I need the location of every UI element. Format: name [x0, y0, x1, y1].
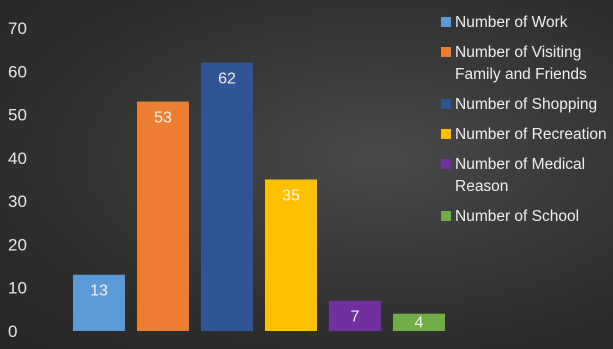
- legend-item: Number of School: [441, 206, 611, 228]
- bar: [393, 313, 445, 331]
- y-tick-label: 30: [8, 192, 27, 211]
- bar: [201, 62, 253, 331]
- y-tick-label: 40: [8, 149, 27, 168]
- legend-item: Number of Recreation: [441, 124, 611, 146]
- legend-label: Number of Medical Reason: [455, 156, 586, 195]
- legend-item: Number of Medical Reason: [441, 154, 611, 198]
- legend-swatch: [441, 129, 451, 139]
- legend-swatch: [441, 99, 451, 109]
- data-label: 7: [351, 309, 360, 326]
- legend-item: Number of Shopping: [441, 94, 611, 116]
- data-label: 13: [90, 283, 108, 300]
- legend-label: Number of Shopping: [455, 96, 598, 113]
- y-tick-label: 50: [8, 106, 27, 125]
- bar: [265, 179, 317, 331]
- data-label: 35: [282, 188, 300, 205]
- legend-swatch: [441, 47, 451, 57]
- y-tick-label: 60: [8, 62, 27, 81]
- bar: [73, 274, 125, 331]
- bar: [329, 300, 381, 331]
- y-tick-label: 70: [8, 19, 27, 38]
- data-label: 53: [154, 110, 172, 127]
- legend-label: Number of School: [455, 208, 580, 225]
- legend-swatch: [441, 17, 451, 27]
- chart-legend: Number of Work Number of Visiting Family …: [441, 12, 611, 236]
- y-tick-label: 10: [8, 279, 27, 298]
- legend-item: Number of Visiting Family and Friends: [441, 42, 611, 86]
- legend-swatch: [441, 159, 451, 169]
- legend-item: Number of Work: [441, 12, 611, 34]
- bar: [137, 101, 189, 331]
- data-label: 62: [218, 71, 236, 88]
- data-label: 4: [415, 315, 424, 332]
- legend-label: Number of Work: [455, 14, 568, 31]
- legend-swatch: [441, 211, 451, 221]
- y-tick-label: 20: [8, 235, 27, 254]
- legend-label: Number of Recreation: [455, 126, 607, 143]
- legend-label: Number of Visiting Family and Friends: [455, 44, 587, 83]
- y-tick-label: 0: [8, 322, 17, 341]
